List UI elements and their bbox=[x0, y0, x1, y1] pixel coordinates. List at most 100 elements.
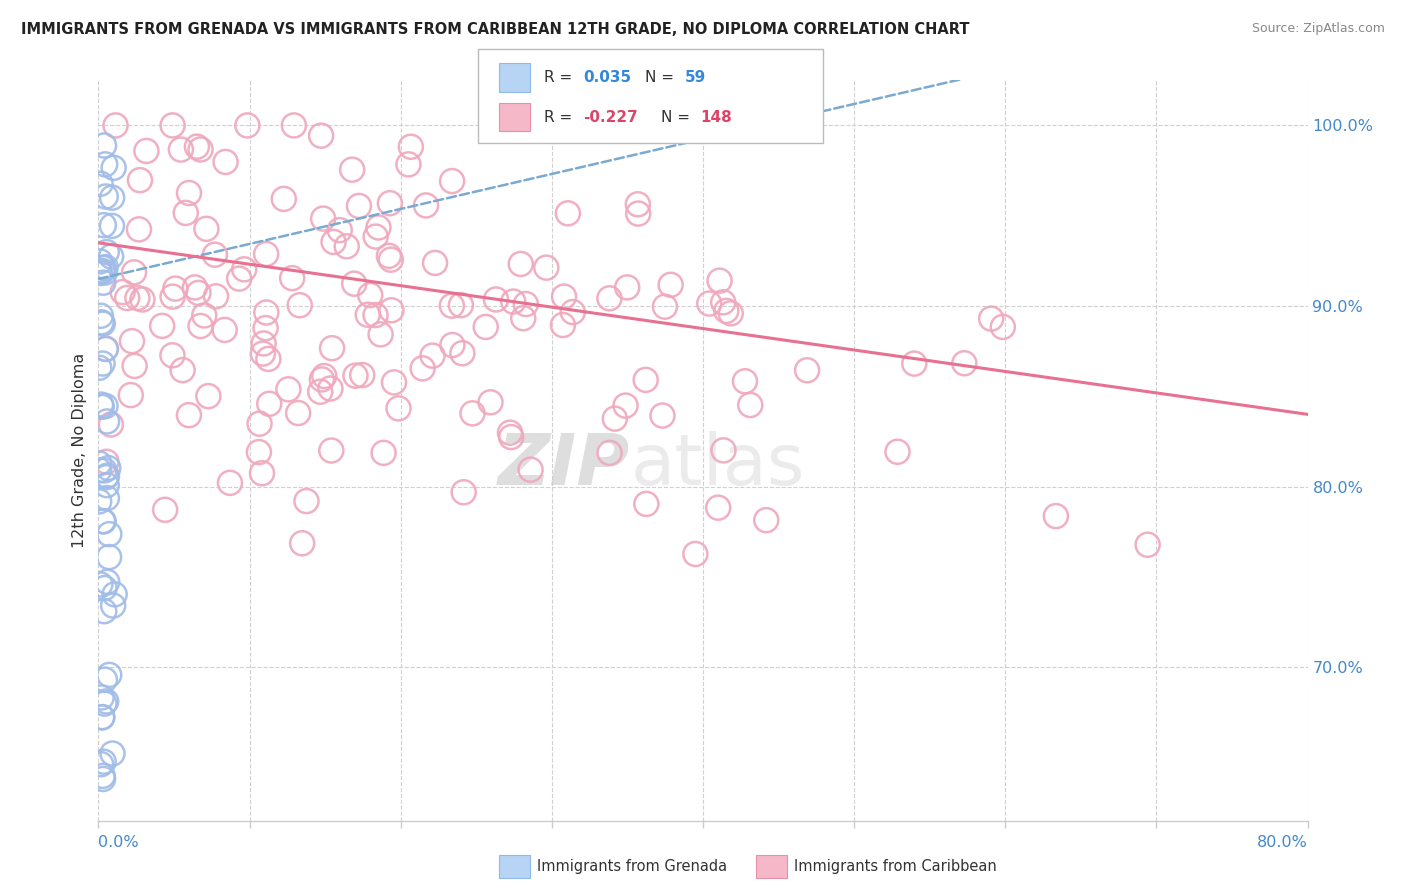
Point bbox=[101, 219, 124, 233]
Point bbox=[96, 468, 118, 483]
Point bbox=[685, 547, 707, 561]
Point bbox=[599, 446, 621, 460]
Point bbox=[485, 293, 508, 307]
Point bbox=[980, 311, 1002, 326]
Point bbox=[205, 289, 228, 303]
Point bbox=[422, 349, 444, 363]
Point bbox=[659, 277, 682, 292]
Point bbox=[343, 277, 366, 291]
Point bbox=[100, 250, 122, 264]
Point bbox=[94, 342, 117, 356]
Text: R =: R = bbox=[544, 110, 578, 125]
Point bbox=[412, 361, 434, 376]
Point bbox=[441, 338, 464, 352]
Point bbox=[89, 263, 111, 277]
Point bbox=[127, 291, 149, 305]
Point bbox=[1045, 509, 1067, 524]
Point bbox=[364, 308, 387, 322]
Point bbox=[716, 304, 738, 318]
Point bbox=[98, 527, 121, 541]
Point bbox=[352, 368, 374, 382]
Text: ZIP: ZIP bbox=[498, 431, 630, 500]
Point bbox=[740, 398, 762, 412]
Point bbox=[90, 757, 112, 772]
Point bbox=[121, 334, 143, 348]
Text: Source: ZipAtlas.com: Source: ZipAtlas.com bbox=[1251, 22, 1385, 36]
Point bbox=[886, 444, 908, 458]
Point bbox=[190, 143, 212, 157]
Point bbox=[249, 417, 271, 431]
Point bbox=[499, 425, 522, 440]
Point bbox=[124, 359, 146, 373]
Point bbox=[94, 399, 117, 413]
Point bbox=[453, 485, 475, 500]
Point bbox=[257, 351, 280, 366]
Point bbox=[380, 252, 402, 267]
Point bbox=[233, 262, 256, 277]
Point bbox=[101, 191, 124, 205]
Point bbox=[557, 206, 579, 220]
Point bbox=[94, 189, 117, 203]
Point bbox=[357, 308, 380, 322]
Text: 0.0%: 0.0% bbox=[98, 835, 139, 850]
Point bbox=[93, 218, 115, 232]
Point bbox=[90, 400, 112, 414]
Point bbox=[96, 245, 118, 260]
Text: Immigrants from Caribbean: Immigrants from Caribbean bbox=[794, 859, 997, 873]
Point bbox=[197, 389, 219, 403]
Point bbox=[94, 157, 117, 171]
Point bbox=[186, 139, 208, 153]
Point bbox=[91, 357, 114, 371]
Point bbox=[387, 401, 409, 416]
Point bbox=[162, 348, 184, 362]
Point bbox=[236, 119, 259, 133]
Point bbox=[614, 399, 637, 413]
Point bbox=[314, 369, 336, 384]
Point bbox=[93, 697, 115, 711]
Point bbox=[479, 395, 502, 409]
Point bbox=[347, 199, 370, 213]
Point bbox=[91, 710, 114, 724]
Point bbox=[451, 346, 474, 360]
Point bbox=[115, 291, 138, 305]
Point bbox=[89, 463, 111, 477]
Text: 80.0%: 80.0% bbox=[1257, 835, 1308, 850]
Point bbox=[380, 303, 402, 318]
Point bbox=[536, 260, 558, 275]
Point bbox=[364, 229, 387, 244]
Point bbox=[129, 173, 152, 187]
Point bbox=[273, 192, 295, 206]
Point bbox=[91, 772, 114, 786]
Point bbox=[94, 673, 117, 687]
Point bbox=[561, 305, 583, 319]
Text: Immigrants from Grenada: Immigrants from Grenada bbox=[537, 859, 727, 873]
Point bbox=[697, 296, 720, 310]
Text: 0.035: 0.035 bbox=[583, 70, 631, 85]
Point bbox=[627, 206, 650, 220]
Point bbox=[713, 443, 735, 458]
Point bbox=[399, 140, 422, 154]
Point bbox=[101, 747, 124, 761]
Point bbox=[367, 220, 389, 235]
Point bbox=[254, 247, 277, 261]
Point bbox=[288, 298, 311, 312]
Point bbox=[91, 264, 114, 278]
Y-axis label: 12th Grade, No Diploma: 12th Grade, No Diploma bbox=[72, 353, 87, 548]
Point bbox=[252, 336, 274, 351]
Point bbox=[321, 443, 343, 458]
Point bbox=[283, 119, 305, 133]
Point bbox=[91, 317, 114, 331]
Point bbox=[104, 587, 127, 601]
Point bbox=[711, 295, 734, 310]
Point bbox=[177, 408, 200, 422]
Point bbox=[131, 293, 153, 307]
Point bbox=[321, 341, 343, 355]
Text: N =: N = bbox=[661, 110, 695, 125]
Point bbox=[373, 446, 395, 460]
Point bbox=[322, 235, 344, 249]
Point bbox=[309, 384, 332, 399]
Point bbox=[461, 406, 484, 420]
Point bbox=[97, 461, 120, 475]
Point bbox=[311, 372, 333, 386]
Point bbox=[651, 409, 673, 423]
